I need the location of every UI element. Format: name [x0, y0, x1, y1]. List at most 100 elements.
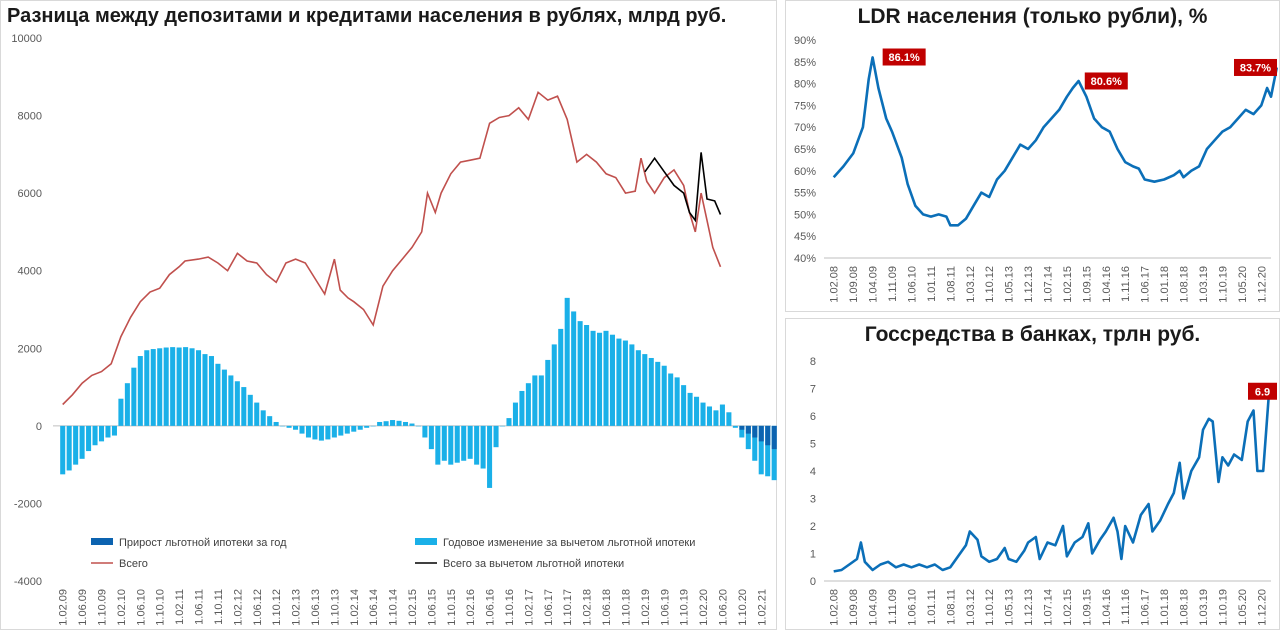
callout-label: 86.1%: [889, 52, 920, 64]
bar-annual-change: [642, 354, 648, 426]
bar-annual-change: [396, 420, 402, 426]
bar-annual-change: [700, 402, 706, 426]
x-tick-label: 1.10.13: [329, 589, 341, 626]
bar-annual-change: [571, 311, 577, 426]
y-tick-label: 90%: [794, 35, 816, 47]
bar-annual-change: [506, 418, 512, 426]
bar-annual-change: [765, 425, 771, 477]
bar-annual-change: [558, 328, 564, 426]
bar-annual-change: [687, 392, 693, 426]
bar-annual-change: [752, 425, 758, 461]
x-tick-label: 1.10.16: [504, 589, 516, 626]
ldr-svg: 90% 85% 80% 75% 70% 65% 60% 55% 50% 45% 40% 1.02.08…: [794, 35, 1279, 303]
y-tick-label: 7: [810, 384, 816, 396]
bar-annual-change: [622, 340, 628, 426]
x-tick-label: 1.02.20: [698, 589, 710, 626]
x-tick-label: 1.06.09: [77, 589, 89, 626]
x-tick-label: 1.02.15: [1062, 589, 1074, 626]
x-tick-label: 1.05.20: [1237, 589, 1249, 626]
callout-box: [882, 48, 926, 66]
bar-annual-change: [364, 425, 370, 428]
bar-annual-change: [357, 425, 363, 430]
bar-mortgage-growth: [765, 425, 771, 446]
y-tick-label: 50%: [794, 209, 816, 221]
bar-annual-change: [267, 416, 273, 426]
bar-annual-change: [196, 350, 202, 426]
bar-annual-change: [519, 390, 525, 426]
bar-annual-change: [629, 344, 635, 426]
bar-annual-change: [299, 425, 305, 434]
x-tick-label: 1.02.08: [829, 266, 841, 303]
gov-funds-chart: Госсредства в банках, трлн руб. 8 7 6 5 4 3 2 1…: [785, 318, 1280, 630]
deposit-loan-gap-svg: 10000 8000 6000 4000 2000 0 -2000 -4000 1.02.09 1…: [11, 33, 777, 626]
x-tick-label: 1.06.10: [906, 266, 918, 303]
y-tick-label: 80%: [794, 79, 816, 91]
bar-annual-change: [241, 387, 247, 426]
callout-label: 6.9: [1255, 386, 1270, 398]
bar-annual-change: [370, 425, 376, 427]
bar-annual-change: [655, 361, 661, 426]
bar-annual-change: [260, 410, 266, 426]
x-tick-label: 1.02.08: [829, 589, 841, 626]
bar-annual-change: [293, 425, 299, 430]
y-tick-label: 8: [810, 356, 816, 368]
chart-title: Разница между депозитами и кредитами нас…: [7, 5, 727, 27]
bar-annual-change: [648, 357, 654, 426]
x-tick-label: 1.10.11: [213, 589, 225, 625]
bar-annual-change: [726, 412, 732, 426]
x-tick-label: 1.05.13: [1004, 589, 1016, 626]
bar-annual-change: [383, 421, 389, 426]
bar-annual-change: [273, 421, 279, 426]
bar-annual-change: [577, 321, 583, 426]
bar-annual-change: [448, 425, 454, 465]
bar-annual-change: [661, 365, 667, 426]
chart-title: LDR населения (только рубли), %: [857, 5, 1208, 28]
x-tick-label: 1.03.12: [965, 266, 977, 303]
bar-annual-change: [163, 347, 169, 426]
x-tick-label: 1.04.09: [868, 266, 880, 303]
bar-annual-change: [668, 373, 674, 426]
bar-annual-change: [202, 354, 208, 426]
x-tick-label: 1.08.18: [1179, 266, 1191, 303]
x-tick-label: 1.06.11: [194, 589, 206, 625]
gov-funds-svg: 8 7 6 5 4 3 2 1 0 1.02.08 1.09.08 1.04.09 1.11.09 1.0…: [810, 356, 1277, 626]
bar-annual-change: [415, 425, 421, 427]
y-tick-label: 60%: [794, 166, 816, 178]
x-tick-label: 1.03.19: [1198, 589, 1210, 626]
line-total-excl-mortgage: [644, 152, 722, 223]
x-tick-label: 1.03.12: [965, 589, 977, 626]
x-tick-label: 1.02.11: [174, 589, 186, 625]
x-tick-label: 1.01.18: [1159, 266, 1171, 303]
x-tick-label: 1.01.18: [1159, 589, 1171, 626]
bar-annual-change: [493, 425, 499, 448]
series-line: [832, 56, 1279, 227]
x-tick-label: 1.05.13: [1004, 266, 1016, 303]
bar-annual-change: [92, 425, 98, 446]
bar-annual-change: [318, 425, 324, 441]
bar-annual-change: [603, 330, 609, 426]
x-tick-label: 1.06.16: [485, 589, 497, 626]
bar-annual-change: [73, 425, 79, 465]
x-tick-label: 1.05.20: [1237, 266, 1249, 303]
x-tick-label: 1.09.15: [1081, 589, 1093, 626]
line-total: [62, 90, 722, 406]
bar-annual-change: [487, 425, 493, 488]
bar-annual-change: [331, 425, 337, 438]
bar-annual-change: [144, 350, 150, 426]
y-tick-label: 5: [810, 439, 816, 451]
bar-annual-change: [124, 383, 130, 426]
bar-annual-change: [525, 383, 531, 426]
x-tick-label: 1.10.12: [984, 589, 996, 626]
x-tick-label: 1.11.09: [887, 589, 899, 625]
bar-annual-change: [609, 334, 615, 426]
bar-annual-change: [597, 332, 603, 426]
x-tick-label: 1.10.19: [1217, 266, 1229, 303]
bar-annual-change: [745, 425, 751, 450]
bar-annual-change: [105, 425, 111, 438]
x-tick-label: 1.11.16: [1120, 266, 1132, 302]
x-tick-label: 1.04.16: [1101, 589, 1113, 626]
x-tick-label: 1.08.18: [1179, 589, 1191, 626]
bar-annual-change: [137, 356, 143, 426]
legend-label: Прирост льготной ипотеки за год: [119, 537, 287, 549]
x-tick-label: 1.09.08: [848, 589, 860, 626]
